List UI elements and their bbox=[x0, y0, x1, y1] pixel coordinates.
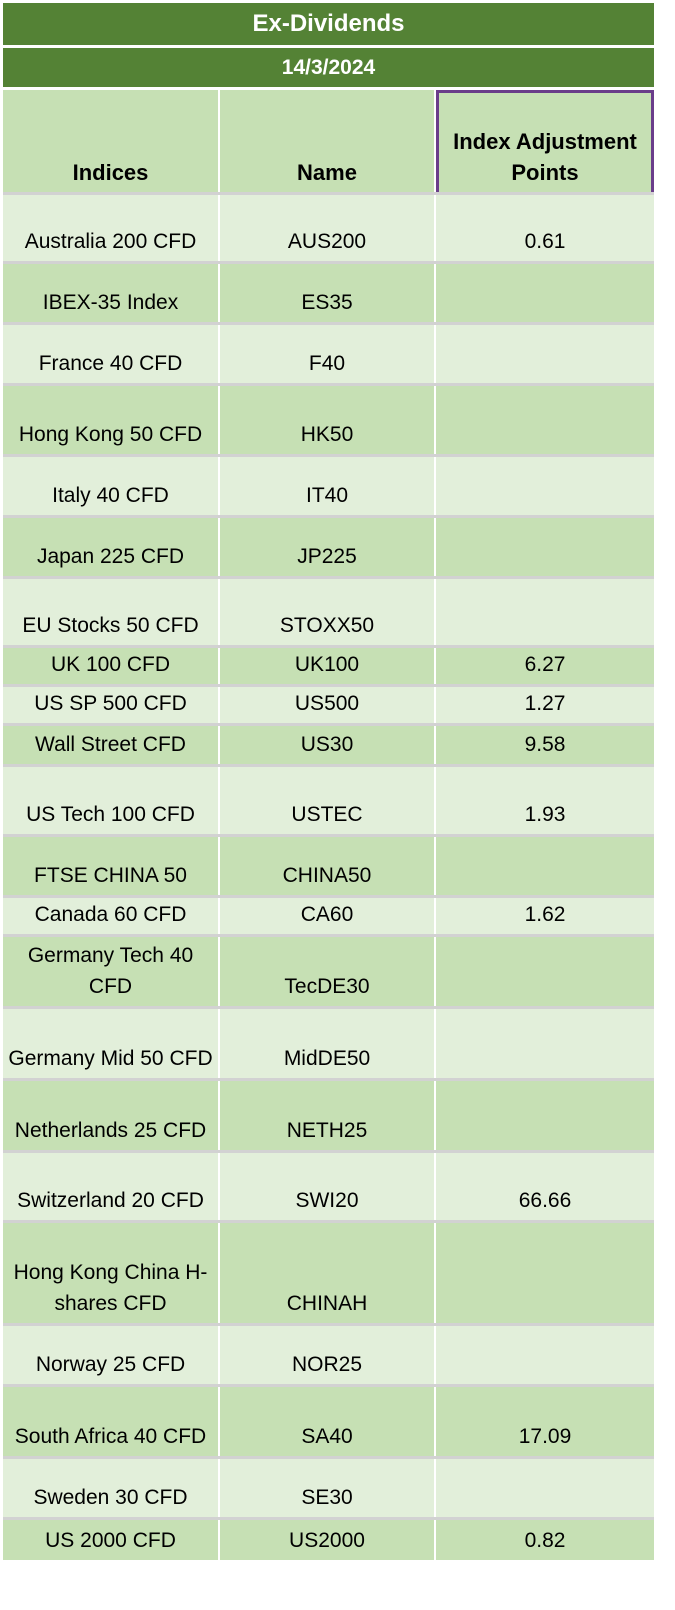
cell-name: TecDE30 bbox=[220, 937, 436, 1006]
cell-index: Japan 225 CFD bbox=[3, 518, 220, 576]
cell-index: US SP 500 CFD bbox=[3, 687, 220, 723]
cell-index: Germany Tech 40 CFD bbox=[3, 937, 220, 1006]
cell-points: 1.27 bbox=[524, 692, 566, 715]
cell-points: 17.09 bbox=[518, 1425, 572, 1448]
table-row: Hong Kong 50 CFD HK50 bbox=[3, 383, 654, 454]
table-row: Canada 60 CFD CA60 1.62 bbox=[3, 895, 654, 934]
table-row: Italy 40 CFD IT40 bbox=[3, 454, 654, 515]
cell-name: US2000 bbox=[220, 1520, 436, 1560]
ex-dividends-table: Ex-Dividends 14/3/2024 Indices Name Inde… bbox=[3, 3, 654, 1560]
cell-points: 6.27 bbox=[524, 653, 566, 676]
cell-index: FTSE CHINA 50 bbox=[3, 837, 220, 895]
cell-name: SA40 bbox=[220, 1387, 436, 1456]
header-indices: Indices bbox=[3, 90, 220, 192]
cell-name: IT40 bbox=[220, 457, 436, 515]
cell-points bbox=[436, 264, 654, 322]
cell-index: IBEX-35 Index bbox=[3, 264, 220, 322]
cell-name: NOR25 bbox=[220, 1326, 436, 1384]
cell-index: Sweden 30 CFD bbox=[3, 1459, 220, 1517]
cell-name: F40 bbox=[220, 325, 436, 383]
cell-name: US30 bbox=[220, 726, 436, 764]
cell-name: NETH25 bbox=[220, 1081, 436, 1150]
table-row: France 40 CFD F40 bbox=[3, 322, 654, 383]
table-row: US SP 500 CFD US500 1.27 bbox=[3, 684, 654, 723]
cell-points bbox=[436, 1459, 654, 1517]
table-row: FTSE CHINA 50 CHINA50 bbox=[3, 834, 654, 895]
cell-points: 9.58 bbox=[524, 733, 566, 756]
table-row: IBEX-35 Index ES35 bbox=[3, 261, 654, 322]
table-row: Germany Mid 50 CFD MidDE50 bbox=[3, 1006, 654, 1078]
cell-name: ES35 bbox=[220, 264, 436, 322]
cell-name: USTEC bbox=[220, 767, 436, 834]
table-row: Netherlands 25 CFD NETH25 bbox=[3, 1078, 654, 1150]
cell-index: Switzerland 20 CFD bbox=[3, 1153, 220, 1220]
table-row: UK 100 CFD UK100 6.27 bbox=[3, 645, 654, 684]
table-row: Australia 200 CFD AUS200 0.61 bbox=[3, 192, 654, 261]
table-row: US Tech 100 CFD USTEC 1.93 bbox=[3, 764, 654, 834]
table-row: South Africa 40 CFD SA40 17.09 bbox=[3, 1384, 654, 1456]
header-points: Index Adjustment Points bbox=[436, 90, 654, 192]
cell-points bbox=[436, 457, 654, 515]
cell-index: Norway 25 CFD bbox=[3, 1326, 220, 1384]
cell-index: Netherlands 25 CFD bbox=[3, 1081, 220, 1150]
cell-name: SE30 bbox=[220, 1459, 436, 1517]
header-row: Indices Name Index Adjustment Points bbox=[3, 90, 654, 192]
table-row: EU Stocks 50 CFD STOXX50 bbox=[3, 576, 654, 645]
cell-points bbox=[436, 579, 654, 645]
cell-name: CHINA50 bbox=[220, 837, 436, 895]
cell-name: UK100 bbox=[220, 648, 436, 684]
cell-index: Hong Kong 50 CFD bbox=[3, 386, 220, 454]
table-body: Australia 200 CFD AUS200 0.61 IBEX-35 Index… bbox=[3, 192, 654, 1560]
cell-index: South Africa 40 CFD bbox=[3, 1387, 220, 1456]
cell-index: Canada 60 CFD bbox=[3, 898, 220, 934]
cell-name: AUS200 bbox=[220, 195, 436, 261]
table-row: Germany Tech 40 CFD TecDE30 bbox=[3, 934, 654, 1006]
cell-points: 1.93 bbox=[524, 803, 566, 826]
table-date: 14/3/2024 bbox=[3, 48, 654, 90]
cell-index: UK 100 CFD bbox=[3, 648, 220, 684]
cell-index: Italy 40 CFD bbox=[3, 457, 220, 515]
cell-index: Hong Kong China H-shares CFD bbox=[3, 1223, 220, 1323]
cell-name: STOXX50 bbox=[220, 579, 436, 645]
cell-points bbox=[436, 518, 654, 576]
cell-index: Wall Street CFD bbox=[3, 726, 220, 764]
cell-index: Germany Mid 50 CFD bbox=[3, 1009, 220, 1078]
cell-points: 66.66 bbox=[518, 1189, 572, 1212]
cell-name: CA60 bbox=[220, 898, 436, 934]
cell-points: 0.61 bbox=[524, 230, 566, 253]
cell-index: US 2000 CFD bbox=[3, 1520, 220, 1560]
cell-points bbox=[436, 1326, 654, 1384]
header-name: Name bbox=[220, 90, 436, 192]
cell-points bbox=[436, 1081, 654, 1150]
table-row: Wall Street CFD US30 9.58 bbox=[3, 723, 654, 764]
cell-name: JP225 bbox=[220, 518, 436, 576]
cell-points bbox=[436, 1009, 654, 1078]
cell-points bbox=[436, 325, 654, 383]
table-row: Sweden 30 CFD SE30 bbox=[3, 1456, 654, 1517]
cell-index: France 40 CFD bbox=[3, 325, 220, 383]
cell-points bbox=[436, 837, 654, 895]
table-row: Norway 25 CFD NOR25 bbox=[3, 1323, 654, 1384]
table-row: US 2000 CFD US2000 0.82 bbox=[3, 1517, 654, 1560]
cell-name: SWI20 bbox=[220, 1153, 436, 1220]
cell-points bbox=[436, 386, 654, 454]
table-row: Japan 225 CFD JP225 bbox=[3, 515, 654, 576]
table-row: Hong Kong China H-shares CFD CHINAH bbox=[3, 1220, 654, 1323]
cell-points bbox=[436, 1223, 654, 1323]
table-title: Ex-Dividends bbox=[3, 3, 654, 48]
cell-points bbox=[436, 937, 654, 1006]
cell-index: US Tech 100 CFD bbox=[3, 767, 220, 834]
cell-points: 0.82 bbox=[524, 1529, 566, 1552]
cell-name: MidDE50 bbox=[220, 1009, 436, 1078]
cell-index: EU Stocks 50 CFD bbox=[3, 579, 220, 645]
cell-name: US500 bbox=[220, 687, 436, 723]
cell-name: CHINAH bbox=[220, 1223, 436, 1323]
cell-points: 1.62 bbox=[524, 903, 566, 926]
table-row: Switzerland 20 CFD SWI20 66.66 bbox=[3, 1150, 654, 1220]
cell-name: HK50 bbox=[220, 386, 436, 454]
cell-index: Australia 200 CFD bbox=[3, 195, 220, 261]
